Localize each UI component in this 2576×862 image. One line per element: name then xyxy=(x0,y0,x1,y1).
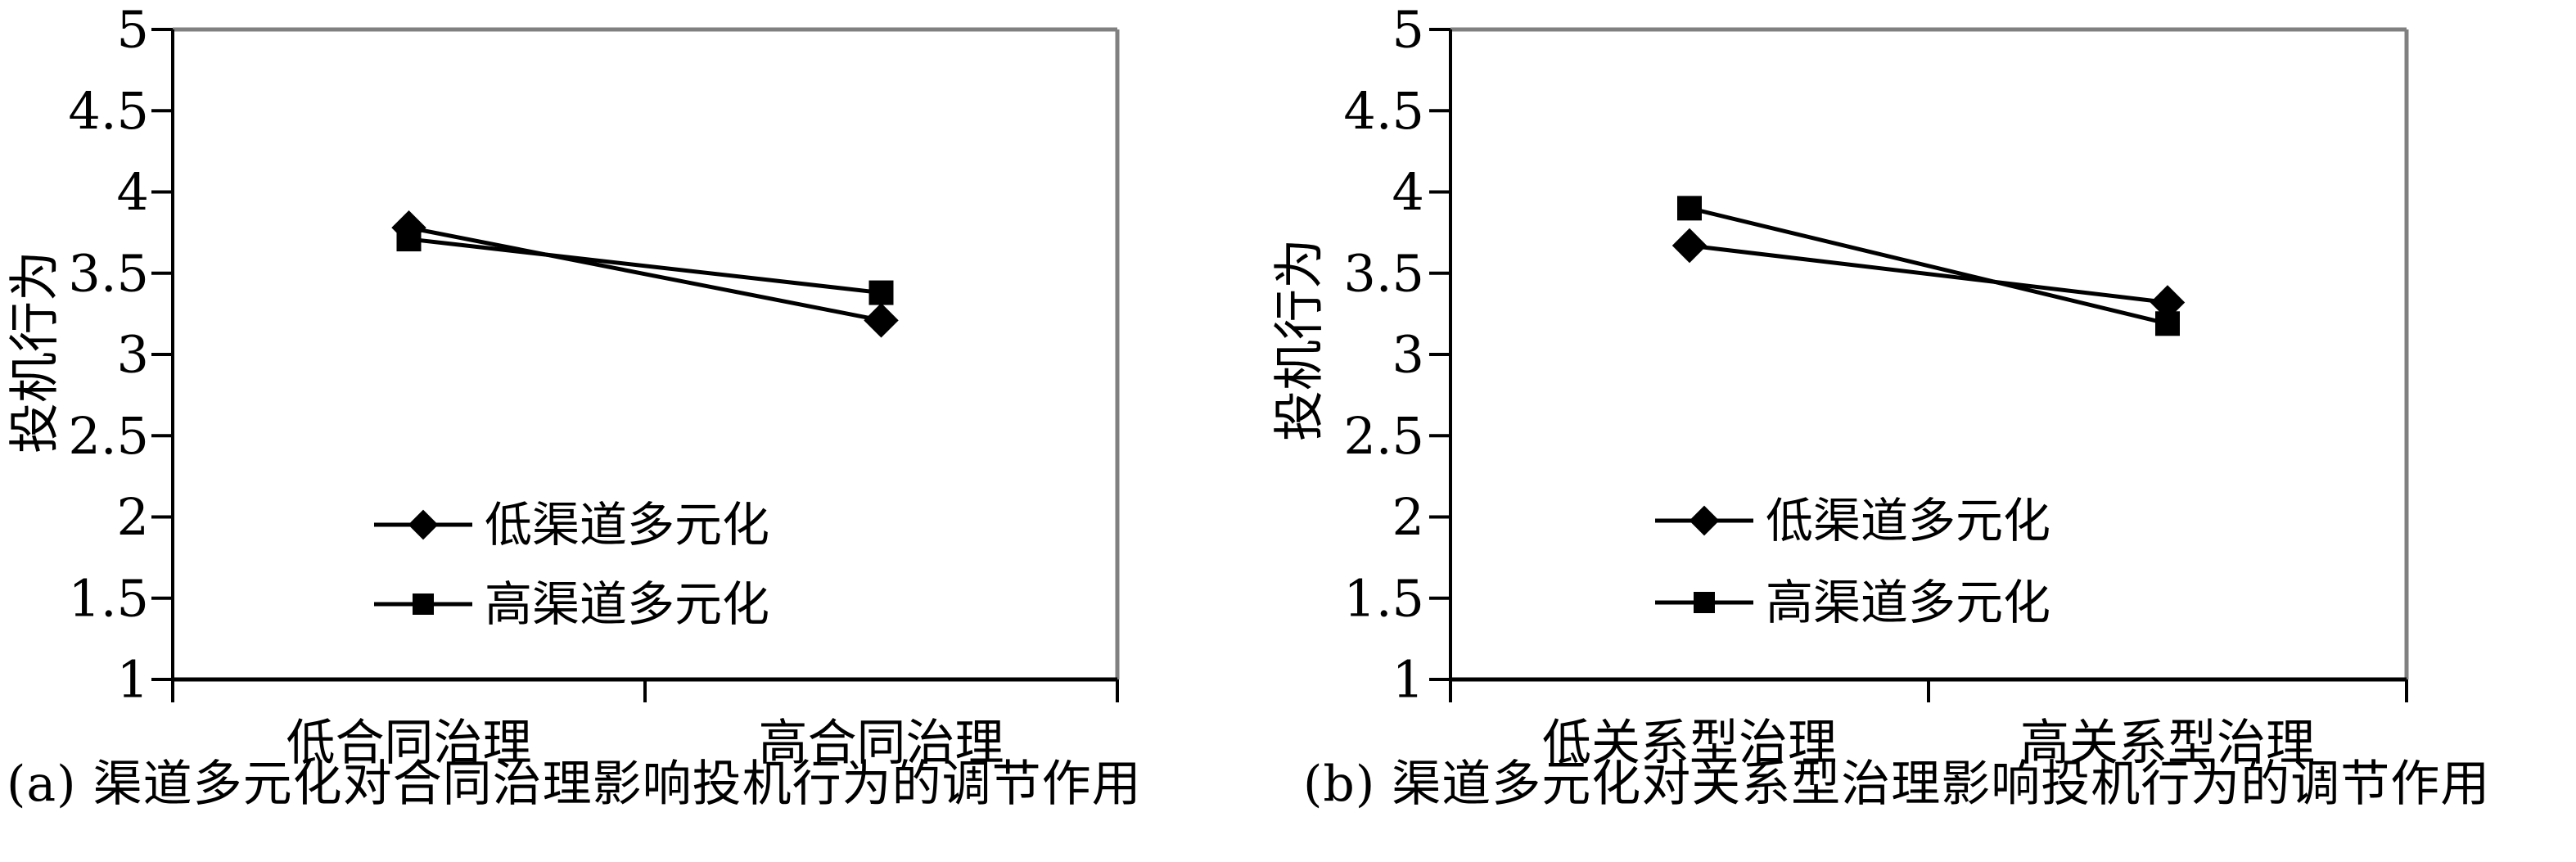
y-tick-label: 4 xyxy=(1392,162,1424,222)
marker-diamond-icon xyxy=(1689,505,1720,536)
y-tick-label: 4.5 xyxy=(68,81,149,141)
y-tick-label: 2 xyxy=(117,487,149,547)
y-tick-label: 1.5 xyxy=(1343,568,1424,628)
legend-label: 高渠道多元化 xyxy=(485,576,769,632)
y-axis-title: 投机行为 xyxy=(1270,238,1329,441)
y-tick-label: 2.5 xyxy=(1343,406,1424,466)
x-category-label: 高关系型治理 xyxy=(2020,715,2315,772)
y-tick-label: 4 xyxy=(117,162,149,222)
y-tick-label: 4.5 xyxy=(1343,81,1424,141)
legend-label: 高渠道多元化 xyxy=(1766,575,2050,630)
marker-square-icon xyxy=(413,593,434,615)
y-tick-label: 3.5 xyxy=(1343,243,1424,303)
y-tick-label: 3 xyxy=(1392,325,1424,385)
y-tick-label: 1.5 xyxy=(68,568,149,628)
chart-a-caption: (a) 渠道多元化对合同治理影响投机行为的调节作用 xyxy=(7,756,1142,813)
legend-label: 低渠道多元化 xyxy=(485,497,769,553)
marker-diamond-icon xyxy=(1671,228,1708,264)
y-axis-title: 投机行为 xyxy=(5,250,65,454)
series-line-diamond xyxy=(408,225,882,323)
y-tick-label: 1 xyxy=(117,650,149,710)
y-tick-label: 1 xyxy=(1392,650,1424,710)
x-category-label: 高合同治理 xyxy=(759,715,1004,772)
marker-square-icon xyxy=(868,280,894,305)
y-tick-label: 3.5 xyxy=(68,243,149,303)
y-tick-label: 3 xyxy=(117,325,149,385)
x-category-label: 低合同治理 xyxy=(286,715,532,772)
series-line-square xyxy=(408,237,882,296)
marker-diamond-icon xyxy=(408,509,439,540)
series-line-square xyxy=(1689,205,2168,326)
marker-square-icon xyxy=(2155,311,2180,336)
y-tick-label: 5 xyxy=(117,0,149,60)
y-tick-label: 2 xyxy=(1392,487,1424,547)
y-tick-label: 5 xyxy=(1392,0,1424,60)
marker-diamond-icon xyxy=(864,303,899,338)
x-category-label: 低关系型治理 xyxy=(1542,715,1837,772)
series-line-diamond xyxy=(1689,243,2168,305)
chart-b: 5 4.5 4 3.5 3 2.5 2 1.5 1 低关系型治理 高关系型治理 低渠道多元化高渠道多元… xyxy=(1270,0,2409,772)
y-tick-label: 2.5 xyxy=(68,406,149,466)
legend-label: 低渠道多元化 xyxy=(1766,493,2050,548)
chart-b-caption: (b) 渠道多元化对关系型治理影响投机行为的调节作用 xyxy=(1303,756,2491,813)
marker-square-icon xyxy=(1677,196,1702,221)
marker-square-icon xyxy=(396,227,422,252)
marker-square-icon xyxy=(1694,592,1715,613)
